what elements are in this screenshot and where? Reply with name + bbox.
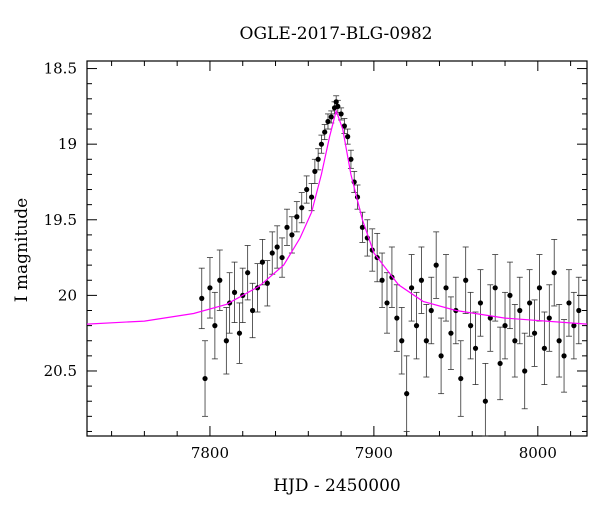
y-axis-label: I magnitude [12,198,32,302]
x-tick-label: 8000 [519,444,557,462]
data-point [325,118,331,125]
chart-title: OGLE-2017-BLG-0982 [240,24,433,44]
data-point [359,224,366,230]
data-point [348,156,354,162]
data-point [404,391,410,397]
data-point [274,244,280,250]
data-point [341,123,347,129]
y-tick-label: 20 [58,286,77,304]
data-point [497,360,503,367]
data-point [312,168,318,174]
data-point [477,300,484,306]
x-tick-label: 7800 [191,444,229,462]
data-point [345,134,351,140]
data-point [236,330,243,336]
data-point [315,156,321,162]
y-tick-labels: 18.5 19 19.5 20 20.5 [44,60,77,380]
data-point [333,99,339,105]
data-point [199,295,205,301]
data-point [264,280,270,286]
data-point [318,141,325,147]
data-point [408,285,415,291]
data-point [259,259,266,265]
y-tick-label: 20.5 [44,362,77,380]
x-tick-labels: 7800 7900 8000 [191,444,557,462]
data-point [541,345,547,351]
data-point [438,353,444,359]
data-point [284,224,290,230]
data-point [294,214,300,220]
model-curve [86,108,588,325]
data-point [561,353,567,359]
data-point [527,300,533,306]
data-point [399,338,405,344]
data-point [492,285,498,291]
data-point [245,270,251,276]
data-point [531,330,538,336]
data-point [502,323,508,329]
data-point [482,398,488,404]
data-point [536,285,543,291]
data-point [551,270,557,276]
data-point [299,205,305,211]
y-tick-label: 19 [58,135,77,153]
data-point [566,300,572,306]
data-point [207,285,213,291]
data-point [571,323,577,329]
data-point [443,285,449,291]
data-point [546,315,552,321]
data-point [433,262,439,268]
data-point [468,323,474,329]
data-point [418,277,425,283]
data-point [379,277,385,283]
data-point [304,186,310,193]
data-point [223,338,229,344]
tick-marks [87,61,587,436]
data-point [413,323,420,329]
data-point [394,315,400,321]
data-point [522,368,528,374]
plot-frame [86,60,588,437]
data-point [448,330,454,336]
data-point [249,307,256,314]
data-point [423,338,429,344]
data-point [322,129,328,135]
data-point [556,338,562,344]
data-point [458,375,464,382]
y-tick-label: 19.5 [44,211,77,229]
x-axis-label: HJD - 2450000 [273,476,401,496]
x-tick-label: 7900 [355,444,393,462]
data-point [328,114,334,120]
y-tick-label: 18.5 [44,60,77,78]
data-point [517,307,523,314]
data-point [576,307,582,314]
data-point [338,111,344,117]
data-point [507,292,513,298]
data-point [463,277,469,283]
data-point [308,194,315,200]
data-point [384,300,390,306]
data-point [289,232,295,238]
data-point [212,323,218,329]
data-point [279,254,285,261]
data-point [428,307,434,314]
data-point [269,250,275,256]
data-point [202,375,208,382]
data-point [335,103,341,109]
data-point [231,289,238,295]
data-point [512,338,518,344]
data-point [487,315,493,321]
data-point [217,277,223,283]
data-point [472,345,479,351]
data-points [199,99,582,404]
